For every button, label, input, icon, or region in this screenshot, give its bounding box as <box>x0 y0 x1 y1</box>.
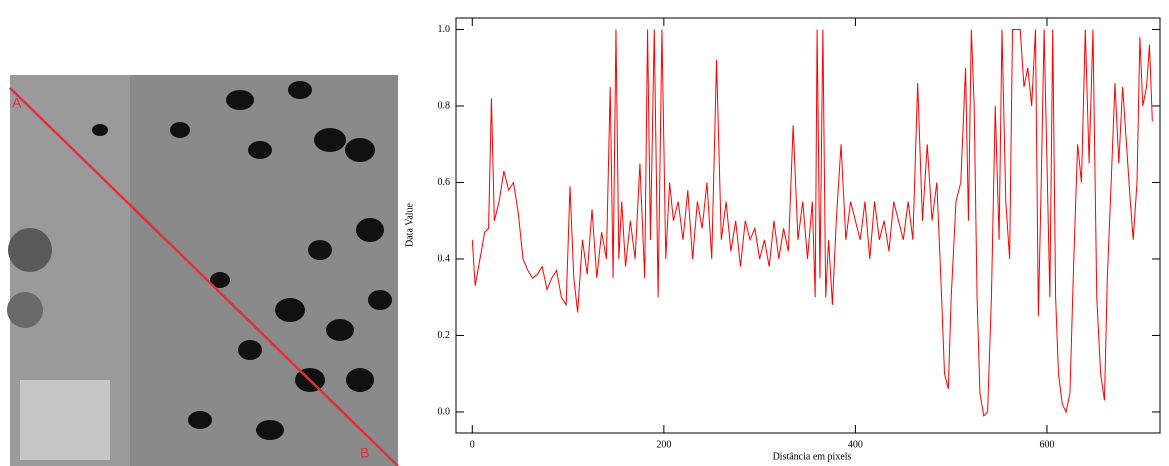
x-tick-label: 200 <box>656 439 671 450</box>
y-tick-label: 0.4 <box>438 253 451 264</box>
plot-frame <box>455 17 1161 434</box>
y-tick-label: 0.8 <box>438 100 451 111</box>
y-tick-label: 0.6 <box>438 177 451 188</box>
x-axis-label: Distância em pixels <box>773 451 852 462</box>
y-tick-label: 0.2 <box>438 330 451 341</box>
data-line <box>471 28 1153 417</box>
y-tick-label: 1.0 <box>438 24 451 35</box>
x-tick-label: 0 <box>470 439 475 450</box>
start-label: A <box>12 95 22 111</box>
y-tick-label: 0.0 <box>438 406 451 417</box>
x-tick-label: 400 <box>848 439 863 450</box>
y-axis-label: Data Value <box>404 202 415 247</box>
x-tick-label: 600 <box>1039 439 1054 450</box>
end-label: B <box>360 445 369 461</box>
satellite-image <box>7 75 399 466</box>
